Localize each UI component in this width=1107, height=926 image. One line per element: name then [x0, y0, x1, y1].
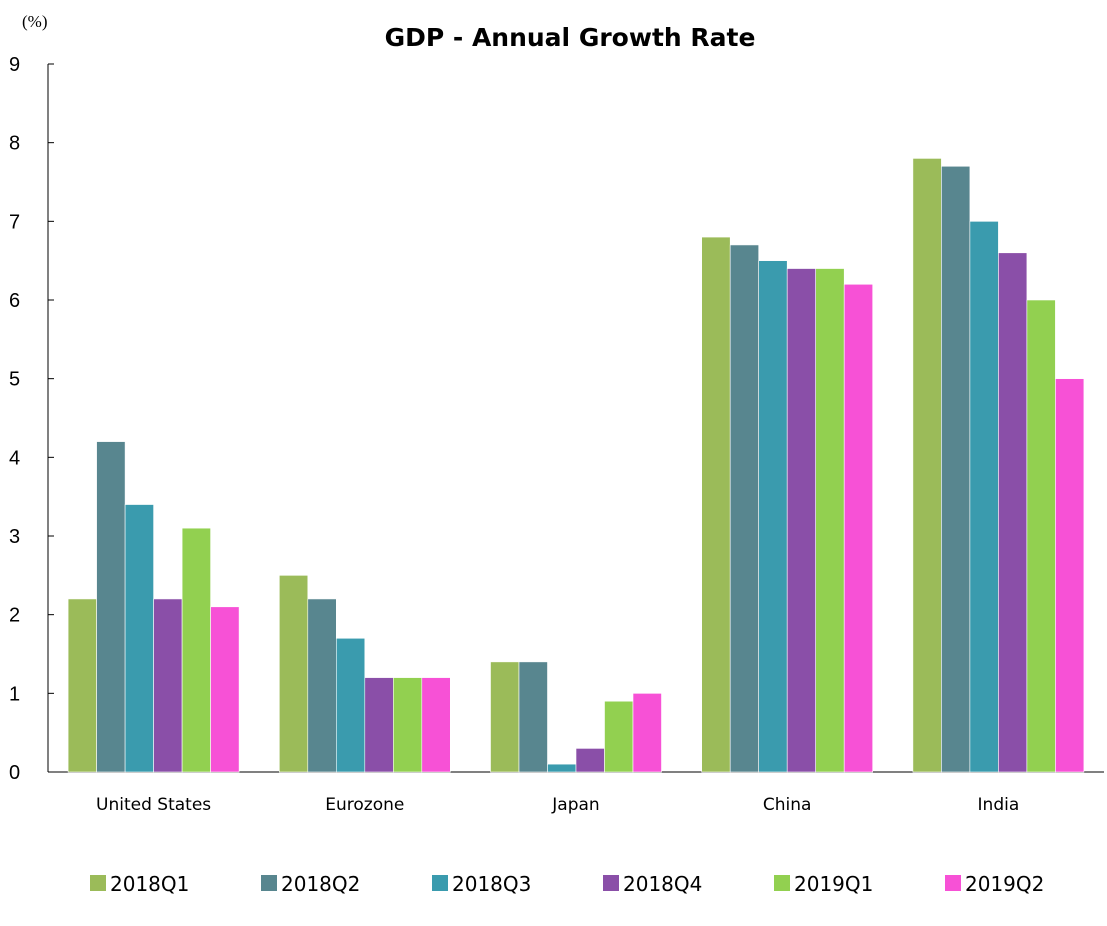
legend-item: 2019Q1 [774, 872, 873, 896]
bar [701, 236, 731, 773]
bar [729, 244, 760, 773]
legend-label: 2019Q2 [965, 872, 1044, 896]
bar [307, 598, 337, 773]
bar [969, 221, 999, 773]
y-tick-label: 6 [9, 290, 20, 312]
legend-label: 2018Q3 [452, 872, 531, 896]
legend-label: 2019Q1 [794, 872, 873, 896]
bar [335, 637, 366, 773]
legend-label: 2018Q2 [281, 872, 360, 896]
legend-swatch [945, 875, 961, 891]
bar [364, 677, 394, 773]
legend-label: 2018Q1 [110, 872, 189, 896]
y-tick-label: 3 [9, 526, 20, 548]
bar [518, 661, 548, 773]
bar [998, 252, 1028, 773]
bar [758, 260, 788, 773]
bar [421, 677, 451, 773]
x-category-label: China [763, 795, 812, 815]
legend-swatch [432, 875, 448, 891]
legend-swatch [261, 875, 277, 891]
legend-swatch [603, 875, 619, 891]
y-tick-label: 8 [9, 133, 20, 155]
legend-item: 2018Q3 [432, 872, 531, 896]
y-tick-label: 4 [9, 447, 20, 469]
legend: 2018Q1 2018Q2 2018Q3 2018Q4 2019Q1 2019Q2 [90, 872, 1044, 896]
legend-item: 2018Q2 [261, 872, 360, 896]
y-tick-label: 5 [9, 369, 20, 391]
bar [210, 606, 240, 773]
bar [786, 268, 817, 773]
bar [96, 441, 126, 773]
y-tick-label: 2 [9, 605, 20, 627]
legend-item: 2018Q4 [603, 872, 702, 896]
bar [67, 598, 97, 773]
bar [575, 748, 605, 773]
legend-item: 2019Q2 [945, 872, 1044, 896]
y-axis-unit-label: (%) [22, 12, 47, 31]
bar [912, 158, 942, 773]
bar [278, 575, 309, 773]
y-tick-label: 7 [9, 211, 20, 233]
x-category-label: United States [96, 795, 211, 815]
bar [181, 527, 211, 773]
x-category-label: Japan [551, 795, 599, 815]
bar [124, 504, 154, 773]
bar [941, 165, 971, 773]
y-tick-label: 9 [9, 54, 20, 76]
legend-swatch [90, 875, 106, 891]
y-tick-label: 0 [9, 762, 20, 784]
legend-swatch [774, 875, 790, 891]
bar [843, 283, 874, 773]
legend-label: 2018Q4 [623, 872, 702, 896]
bar [815, 268, 845, 773]
legend-item: 2018Q1 [90, 872, 189, 896]
bar [547, 763, 577, 773]
x-category-label: India [978, 795, 1020, 815]
plot-area: 0 1 2 3 4 5 6 7 8 9 United States Eurozone Japan Chin… [9, 54, 1104, 815]
bar [1026, 299, 1056, 773]
bar [490, 661, 520, 773]
bar [1055, 378, 1085, 773]
bar [153, 598, 183, 773]
bar [604, 700, 634, 773]
y-tick-label: 1 [9, 683, 20, 705]
bar [632, 693, 662, 773]
chart-title: GDP - Annual Growth Rate [385, 23, 756, 52]
x-category-label: Eurozone [325, 795, 404, 815]
bar [392, 677, 423, 773]
